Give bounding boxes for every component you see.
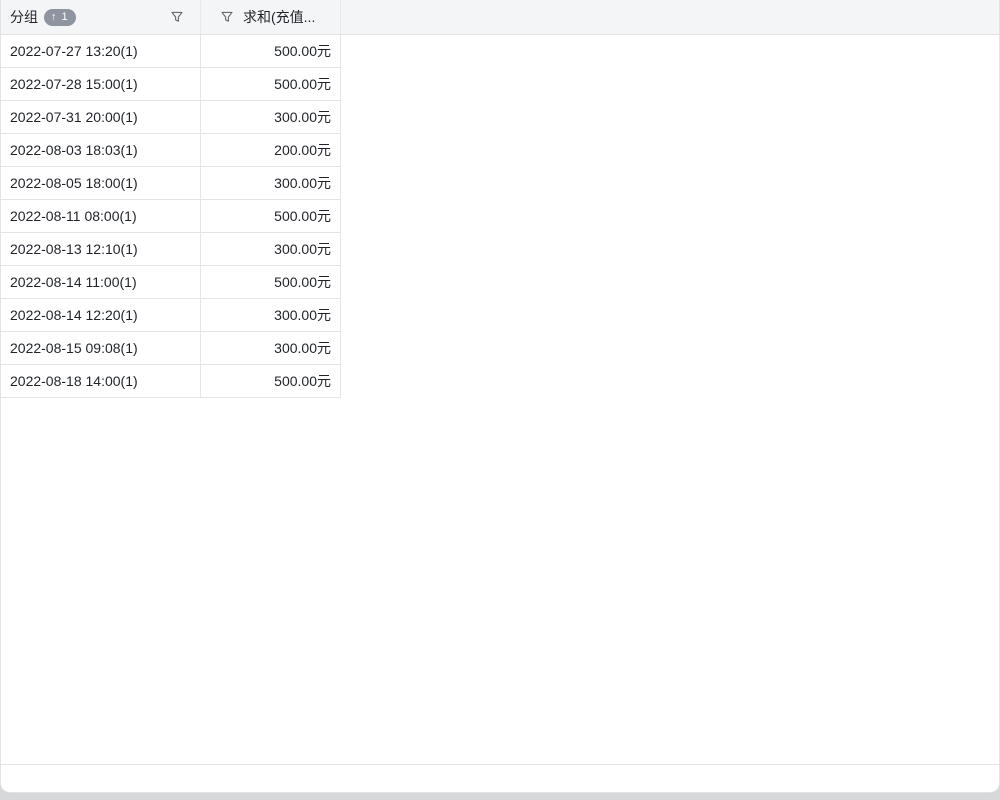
group-cell[interactable]: 2022-08-13 12:10(1) [1, 233, 201, 266]
group-cell[interactable]: 2022-07-28 15:00(1) [1, 68, 201, 101]
table-row: 2022-08-11 08:00(1) 500.00元 [1, 200, 999, 233]
empty-canvas [1, 398, 999, 764]
sum-cell[interactable]: 200.00元 [201, 134, 341, 167]
column-header-group[interactable]: 分组 ↑ 1 [1, 0, 201, 34]
sum-cell[interactable]: 500.00元 [201, 365, 341, 398]
table-header-row: 分组 ↑ 1 求和(充值... [1, 0, 999, 35]
group-cell[interactable]: 2022-08-14 11:00(1) [1, 266, 201, 299]
sum-cell[interactable]: 300.00元 [201, 167, 341, 200]
filter-icon[interactable] [170, 10, 184, 24]
column-header-sum[interactable]: 求和(充值... [201, 0, 341, 34]
table-row: 2022-08-14 12:20(1) 300.00元 [1, 299, 999, 332]
group-cell[interactable]: 2022-08-11 08:00(1) [1, 200, 201, 233]
sum-cell[interactable]: 300.00元 [201, 332, 341, 365]
table-row: 2022-08-03 18:03(1) 200.00元 [1, 134, 999, 167]
group-cell[interactable]: 2022-08-14 12:20(1) [1, 299, 201, 332]
sort-order-badge[interactable]: ↑ 1 [44, 8, 76, 26]
sum-cell[interactable]: 500.00元 [201, 35, 341, 68]
table-row: 2022-07-27 13:20(1) 500.00元 [1, 35, 999, 68]
table-row: 2022-07-31 20:00(1) 300.00元 [1, 101, 999, 134]
table-body: 2022-07-27 13:20(1) 500.00元 2022-07-28 1… [1, 35, 999, 398]
group-cell[interactable]: 2022-07-27 13:20(1) [1, 35, 201, 68]
group-cell[interactable]: 2022-08-18 14:00(1) [1, 365, 201, 398]
group-cell[interactable]: 2022-08-05 18:00(1) [1, 167, 201, 200]
sum-cell[interactable]: 300.00元 [201, 299, 341, 332]
column-header-sum-label: 求和(充值... [243, 9, 316, 25]
sum-cell[interactable]: 500.00元 [201, 200, 341, 233]
table-row: 2022-08-15 09:08(1) 300.00元 [1, 332, 999, 365]
sum-cell[interactable]: 500.00元 [201, 266, 341, 299]
column-header-group-label: 分组 [10, 9, 38, 25]
footer-toolbar [1, 764, 999, 792]
filter-icon[interactable] [220, 10, 234, 24]
sum-cell[interactable]: 300.00元 [201, 101, 341, 134]
table-row: 2022-08-05 18:00(1) 300.00元 [1, 167, 999, 200]
table-row: 2022-08-13 12:10(1) 300.00元 [1, 233, 999, 266]
table-row: 2022-07-28 15:00(1) 500.00元 [1, 68, 999, 101]
group-cell[interactable]: 2022-08-03 18:03(1) [1, 134, 201, 167]
group-cell[interactable]: 2022-07-31 20:00(1) [1, 101, 201, 134]
sum-cell[interactable]: 500.00元 [201, 68, 341, 101]
table-row: 2022-08-18 14:00(1) 500.00元 [1, 365, 999, 398]
group-cell[interactable]: 2022-08-15 09:08(1) [1, 332, 201, 365]
sum-cell[interactable]: 300.00元 [201, 233, 341, 266]
table-row: 2022-08-14 11:00(1) 500.00元 [1, 266, 999, 299]
